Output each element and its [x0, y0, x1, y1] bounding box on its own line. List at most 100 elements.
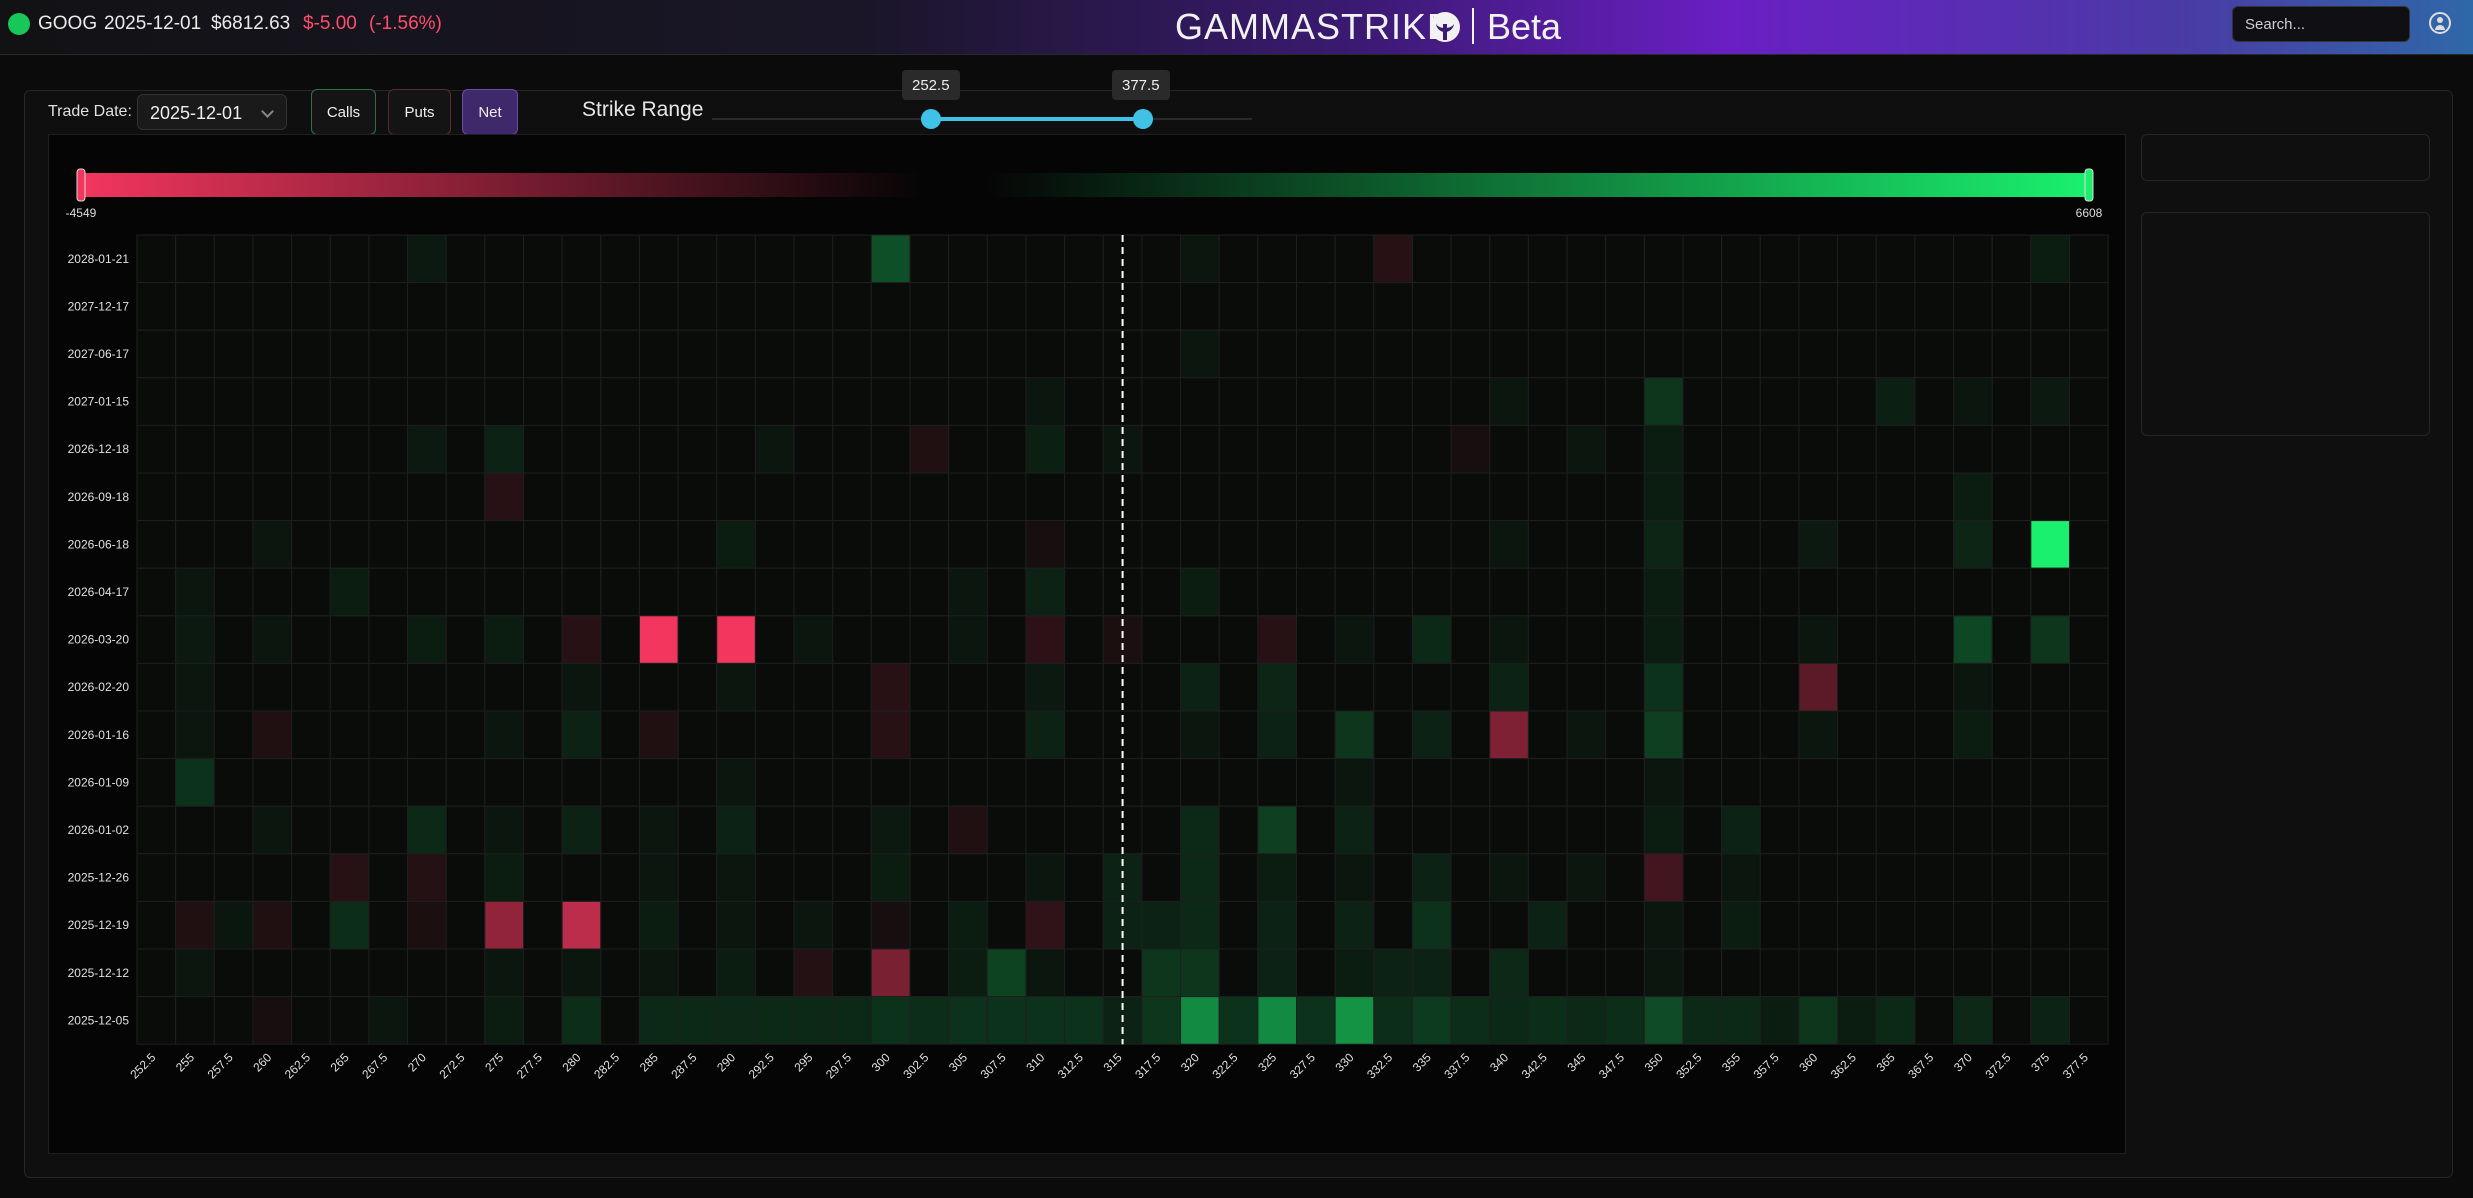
heatmap-cell: [1450, 900, 1491, 950]
heatmap-cell: [1489, 900, 1529, 950]
heatmap-cell: [291, 282, 331, 331]
heatmap-cell: [1489, 424, 1529, 474]
brand-name[interactable]: GAMMASTRIKE: [1175, 6, 1453, 47]
heatmap-cell: [523, 377, 563, 426]
heatmap-cell: [407, 472, 447, 522]
heatmap-cell: [832, 520, 872, 569]
heatmap-cell: [793, 472, 834, 522]
heatmap-cell: [1991, 377, 2032, 426]
heatmap-cell: [1682, 567, 1723, 617]
calls-button[interactable]: Calls: [311, 89, 376, 135]
heatmap-cell: [754, 282, 795, 331]
heatmap-cell: [1991, 282, 2032, 331]
heatmap-cell: [1489, 615, 1529, 664]
x-tick-label: 340: [1487, 1050, 1511, 1074]
heatmap-cell: [1489, 996, 1529, 1045]
heatmap-cell: [909, 758, 950, 807]
heatmap-cell: [754, 472, 795, 522]
heatmap-cell: [291, 662, 331, 712]
range-min-handle[interactable]: [921, 109, 941, 129]
heatmap-cell: [1953, 900, 1993, 950]
net-button[interactable]: Net: [462, 89, 518, 135]
heatmap-cell: [1025, 234, 1066, 284]
heatmap-cell: [1489, 234, 1529, 284]
heatmap-cell: [948, 996, 988, 1045]
heatmap-cell: [909, 377, 950, 426]
heatmap-cell: [1025, 282, 1066, 331]
heatmap-cell: [1257, 424, 1297, 474]
heatmap-cell: [252, 758, 293, 807]
heatmap-cell: [2069, 853, 2109, 902]
heatmap-cell: [1798, 758, 1839, 807]
heatmap-chart[interactable]: -4549 6608 2028-01-21 2027-12-17 2027-06-17 2…: [49, 135, 2127, 1155]
heatmap-cell: [136, 853, 177, 902]
x-tick-label: 272.5: [437, 1050, 468, 1081]
heatmap-cell: [1489, 662, 1529, 712]
heatmap-cell: [1682, 900, 1723, 950]
heatmap-cell: [1914, 424, 1955, 474]
heatmap-cell: [291, 948, 331, 998]
heatmap-cell: [1141, 996, 1182, 1045]
heatmap-cell: [1837, 329, 1877, 379]
heatmap-cell: [213, 567, 254, 617]
heatmap-cell: [1296, 377, 1336, 426]
heatmap-cell: [986, 805, 1027, 855]
heatmap-cell: [291, 615, 331, 664]
heatmap-cell: [716, 996, 756, 1045]
heatmap-cell: [1643, 662, 1684, 712]
heatmap-cell: [1180, 996, 1220, 1045]
trade-date-select[interactable]: 2025-12-01: [137, 94, 287, 130]
heatmap-cell: [561, 377, 602, 426]
heatmap-cell: [986, 377, 1027, 426]
heatmap-cell: [484, 377, 525, 426]
heatmap-cell: [754, 567, 795, 617]
heatmap-cell: [1605, 520, 1645, 569]
heatmap-cell: [948, 377, 988, 426]
heatmap-cell: [1450, 424, 1491, 474]
heatmap-cell: [1025, 805, 1066, 855]
heatmap-cell: [484, 853, 525, 902]
header-price: $6812.63: [211, 13, 291, 34]
heatmap-cell: [523, 900, 563, 950]
heatmap-cell: [1373, 329, 1413, 379]
heatmap-cell: [1721, 662, 1761, 712]
heatmap-cell: [484, 758, 525, 807]
heatmap-cell: [1566, 900, 1607, 950]
search-input[interactable]: [2232, 6, 2410, 42]
strike-range-fill: [932, 117, 1142, 121]
heatmap-cell: [1953, 662, 1993, 712]
heatmap-cell: [1759, 662, 1800, 712]
heatmap-cell: [213, 377, 254, 426]
colorbar: [81, 173, 2089, 197]
x-tick-label: 367.5: [1905, 1050, 1936, 1081]
heatmap-cell: [291, 805, 331, 855]
heatmap-cell: [832, 567, 872, 617]
heatmap-cell: [1218, 805, 1259, 855]
heatmap-cell: [1257, 710, 1297, 760]
heatmap-cell: [600, 282, 640, 331]
heatmap-cell: [793, 520, 834, 569]
heatmap-cell: [1837, 758, 1877, 807]
heatmap-cell: [716, 520, 756, 569]
heatmap-cell: [523, 662, 563, 712]
trade-date-value: 2025-12-01: [150, 103, 243, 123]
heatmap-cell: [948, 424, 988, 474]
heatmap-cell: [407, 567, 447, 617]
x-tick-label: 290: [714, 1050, 738, 1074]
heatmap-cell: [1180, 758, 1220, 807]
heatmap-cell: [1798, 853, 1839, 902]
heatmap-cell: [213, 996, 254, 1045]
heatmap-cell: [716, 853, 756, 902]
heatmap-cell: [2069, 948, 2109, 998]
heatmap-cell: [1875, 900, 1916, 950]
ticker-symbol[interactable]: GOOG: [38, 13, 98, 34]
heatmap-cell: [1141, 948, 1182, 998]
x-tick-label: 365: [1874, 1050, 1898, 1074]
heatmap-cell: [1450, 805, 1491, 855]
range-max-handle[interactable]: [1133, 109, 1153, 129]
user-circle-icon[interactable]: [2429, 12, 2451, 34]
heatmap-cell: [561, 520, 602, 569]
puts-button[interactable]: Puts: [388, 89, 451, 135]
heatmap-cell: [677, 424, 718, 474]
heatmap-cell: [407, 282, 447, 331]
